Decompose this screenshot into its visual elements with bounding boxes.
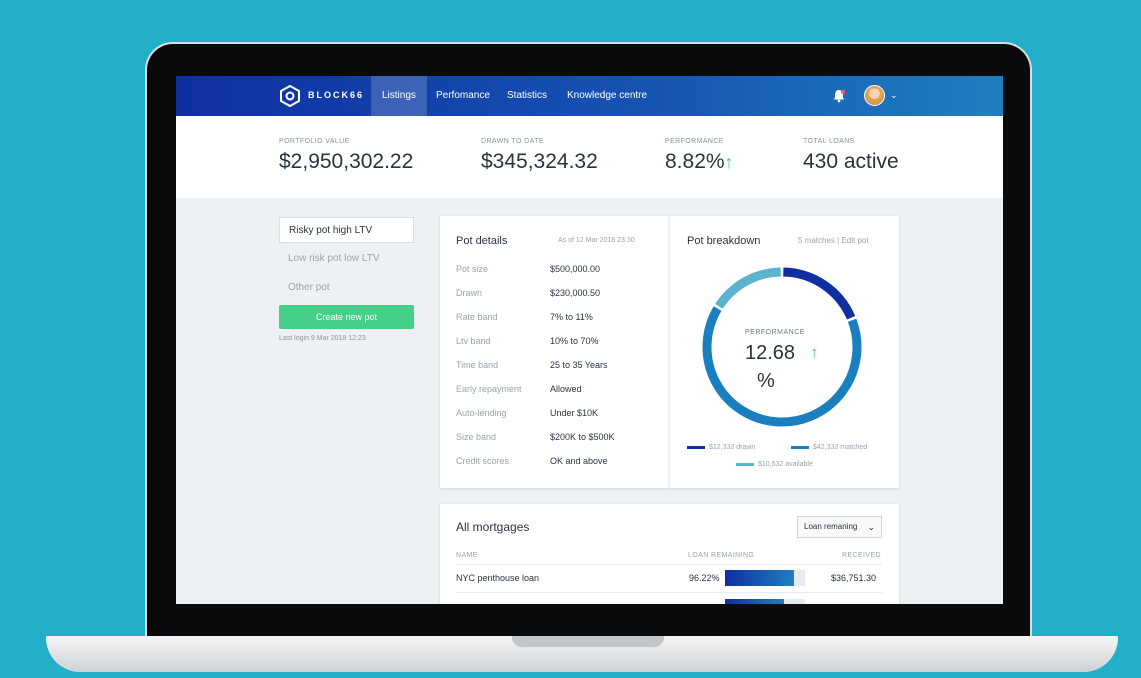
col-header-name: NAME bbox=[456, 552, 478, 559]
detail-label: Credit scores bbox=[456, 456, 510, 466]
stat-label: DRAWN TO DATE bbox=[481, 138, 544, 145]
mortgage-name[interactable]: NYC penthouse loan bbox=[456, 573, 540, 583]
tab-performance[interactable]: Perfomance bbox=[436, 90, 490, 101]
detail-label: Size band bbox=[456, 432, 497, 442]
pot-details-card: Pot details As of 12 Mar 2018 23:30 Pot … bbox=[440, 216, 669, 488]
legend-drawn: $12,332 drawn bbox=[687, 444, 755, 451]
stat-value-row: 8.82%↑ bbox=[665, 150, 734, 174]
detail-label: Rate band bbox=[456, 312, 498, 322]
stat-value: $345,324.32 bbox=[481, 150, 598, 173]
col-header-loan-remaining: LOAN REMAINING bbox=[688, 552, 755, 559]
detail-value: 10% to 70% bbox=[550, 336, 599, 346]
legend-swatch bbox=[736, 462, 754, 466]
stat-label: TOTAL LOANS bbox=[803, 138, 855, 145]
pot-breakdown-title: Pot breakdown bbox=[687, 235, 761, 247]
brand-name: BLOCK66 bbox=[308, 90, 365, 100]
legend-label: $42,332 matched bbox=[813, 444, 868, 451]
stat-label: PORTFOLIO VALUE bbox=[279, 138, 350, 145]
sort-select[interactable]: Loan remaning ⌄ bbox=[797, 516, 882, 538]
pot-item-risky[interactable]: Risky pot high LTV bbox=[279, 217, 414, 243]
mortgages-card: All mortgages Loan remaning ⌄ NAME LOAN R… bbox=[440, 504, 899, 604]
legend-matched: $42,332 matched bbox=[791, 444, 867, 451]
loan-remaining-bar-fill bbox=[725, 570, 794, 586]
stat-value: 430 active bbox=[803, 150, 899, 173]
detail-label: Ltv band bbox=[456, 336, 491, 346]
mortgage-received: $36,751.30 bbox=[831, 573, 877, 583]
detail-value: $230,000.50 bbox=[550, 288, 601, 298]
detail-value: OK and above bbox=[550, 456, 608, 466]
detail-value: Under $10K bbox=[550, 408, 599, 418]
detail-label: Pot size bbox=[456, 264, 489, 274]
stats-bar: PORTFOLIO VALUE $2,950,302.22 DRAWN TO D… bbox=[176, 116, 1003, 198]
legend-available: $10,532 available bbox=[736, 461, 813, 468]
top-nav: BLOCK66 Listings Perfomance Statistics K… bbox=[176, 76, 1003, 116]
bell-icon[interactable] bbox=[832, 89, 846, 103]
matches-count: 5 matches bbox=[798, 236, 835, 245]
block66-logo-icon[interactable] bbox=[279, 85, 301, 107]
last-login: Last login 9 Mar 2018 12:23 bbox=[279, 335, 366, 342]
trend-up-icon: ↑ bbox=[810, 343, 819, 362]
pot-breakdown-card: Pot breakdown 5 matches | Edit pot PERFO… bbox=[669, 216, 899, 488]
loan-remaining-bar-fill bbox=[725, 599, 785, 604]
pot-details-title: Pot details bbox=[456, 235, 508, 247]
legend-swatch bbox=[791, 445, 809, 449]
app-screen: BLOCK66 Listings Perfomance Statistics K… bbox=[176, 76, 1003, 604]
pot-breakdown-donut bbox=[702, 267, 862, 427]
stat-label: PERFORMANCE bbox=[665, 138, 724, 145]
detail-value: 7% to 11% bbox=[550, 312, 593, 322]
edit-pot-link[interactable]: Edit pot bbox=[841, 236, 869, 245]
detail-label: Early repayment bbox=[456, 384, 522, 394]
detail-label: Time band bbox=[456, 360, 499, 370]
chevron-down-icon: ⌄ bbox=[867, 522, 875, 532]
pot-matches: 5 matches | Edit pot bbox=[798, 236, 869, 245]
pot-details-timestamp: As of 12 Mar 2018 23:30 bbox=[558, 237, 635, 244]
donut-slice-available bbox=[715, 267, 781, 309]
create-new-pot-button[interactable]: Create new pot bbox=[279, 305, 414, 329]
donut-slice-matched bbox=[702, 306, 862, 427]
laptop-notch bbox=[512, 636, 664, 647]
chevron-down-icon[interactable]: ⌄ bbox=[890, 90, 898, 100]
tab-knowledge-centre[interactable]: Knowledge centre bbox=[567, 90, 648, 101]
detail-label: Drawn bbox=[456, 288, 483, 298]
donut-performance-value: 12.68 bbox=[745, 342, 796, 364]
tab-statistics[interactable]: Statistics bbox=[507, 90, 548, 101]
pot-item-low-risk[interactable]: Low risk pot low LTV bbox=[288, 253, 380, 264]
mortgages-title: All mortgages bbox=[456, 520, 530, 534]
row-divider bbox=[456, 564, 882, 565]
trend-up-icon: ↑ bbox=[724, 152, 734, 172]
mortgage-remaining-pct: 96.22% bbox=[689, 573, 720, 583]
loan-remaining-bar bbox=[725, 599, 805, 604]
stat-performance: PERFORMANCE 8.82%↑ bbox=[665, 138, 734, 174]
stat-value: 8.82% bbox=[665, 150, 725, 173]
row-divider bbox=[456, 592, 882, 593]
detail-value: Allowed bbox=[550, 384, 582, 394]
detail-value: $500,000.00 bbox=[550, 264, 601, 274]
col-header-received: RECEIVED bbox=[842, 552, 881, 559]
detail-value: 25 to 35 Years bbox=[550, 360, 608, 370]
legend-swatch bbox=[687, 445, 705, 449]
legend-label: $12,332 drawn bbox=[709, 444, 756, 451]
detail-value: $200K to $500K bbox=[550, 432, 615, 442]
donut-slice-drawn bbox=[783, 267, 856, 320]
avatar[interactable] bbox=[864, 85, 885, 106]
sort-select-value: Loan remaning bbox=[804, 522, 858, 531]
loan-remaining-bar bbox=[725, 570, 805, 586]
donut-performance-unit: % bbox=[757, 370, 775, 392]
tab-listings[interactable]: Listings bbox=[371, 76, 427, 116]
stat-total-loans: TOTAL LOANS 430 active bbox=[803, 138, 899, 174]
donut-performance-label: PERFORMANCE bbox=[745, 329, 805, 336]
pot-item-other[interactable]: Other pot bbox=[288, 282, 330, 293]
detail-label: Auto-lending bbox=[456, 408, 507, 418]
stat-value: $2,950,302.22 bbox=[279, 150, 414, 173]
legend-label: $10,532 available bbox=[758, 461, 813, 468]
stat-drawn-to-date: DRAWN TO DATE $345,324.32 bbox=[481, 138, 598, 174]
stat-portfolio-value: PORTFOLIO VALUE $2,950,302.22 bbox=[279, 138, 413, 174]
